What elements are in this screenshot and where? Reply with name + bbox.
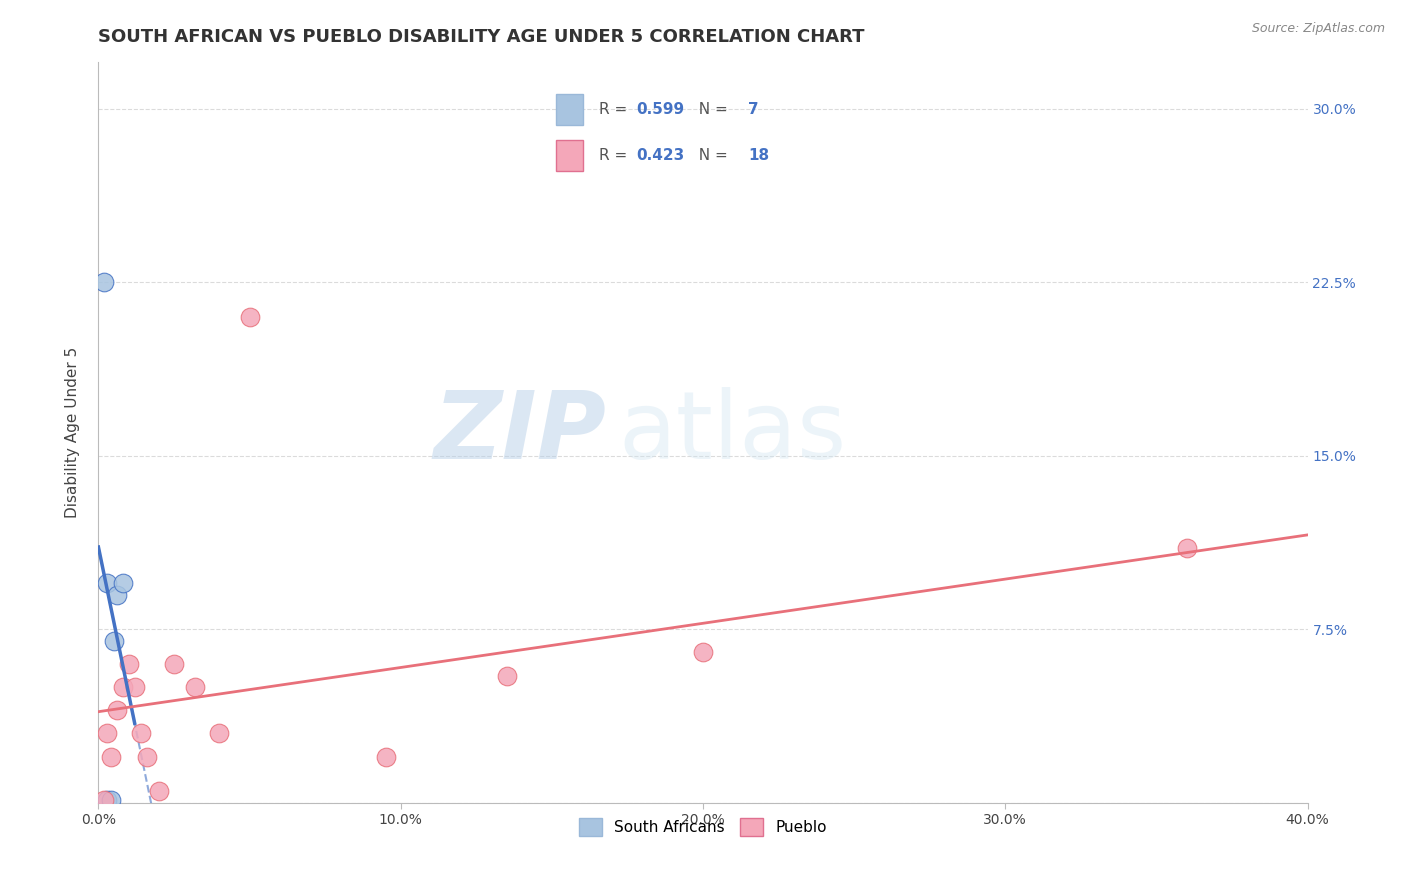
- Point: [374, 749, 396, 764]
- Text: Source: ZipAtlas.com: Source: ZipAtlas.com: [1251, 22, 1385, 36]
- Point: [111, 576, 134, 591]
- Point: [239, 310, 262, 324]
- Point: [124, 680, 146, 694]
- Y-axis label: Disability Age Under 5: Disability Age Under 5: [65, 347, 80, 518]
- Point: [96, 726, 118, 740]
- Point: [118, 657, 141, 671]
- Point: [96, 793, 118, 807]
- Point: [93, 275, 115, 289]
- Point: [105, 588, 128, 602]
- Point: [184, 680, 207, 694]
- Point: [1175, 541, 1198, 556]
- Text: ZIP: ZIP: [433, 386, 606, 479]
- Point: [129, 726, 152, 740]
- Point: [208, 726, 231, 740]
- Point: [135, 749, 157, 764]
- Legend: South Africans, Pueblo: South Africans, Pueblo: [568, 807, 838, 847]
- Point: [93, 793, 115, 807]
- Point: [692, 645, 714, 659]
- Point: [96, 576, 118, 591]
- Text: atlas: atlas: [619, 386, 846, 479]
- Point: [495, 668, 517, 682]
- Point: [111, 680, 134, 694]
- Point: [100, 793, 122, 807]
- Point: [163, 657, 186, 671]
- Point: [105, 703, 128, 717]
- Point: [103, 633, 125, 648]
- Text: SOUTH AFRICAN VS PUEBLO DISABILITY AGE UNDER 5 CORRELATION CHART: SOUTH AFRICAN VS PUEBLO DISABILITY AGE U…: [98, 28, 865, 45]
- Point: [100, 749, 122, 764]
- Point: [148, 784, 170, 798]
